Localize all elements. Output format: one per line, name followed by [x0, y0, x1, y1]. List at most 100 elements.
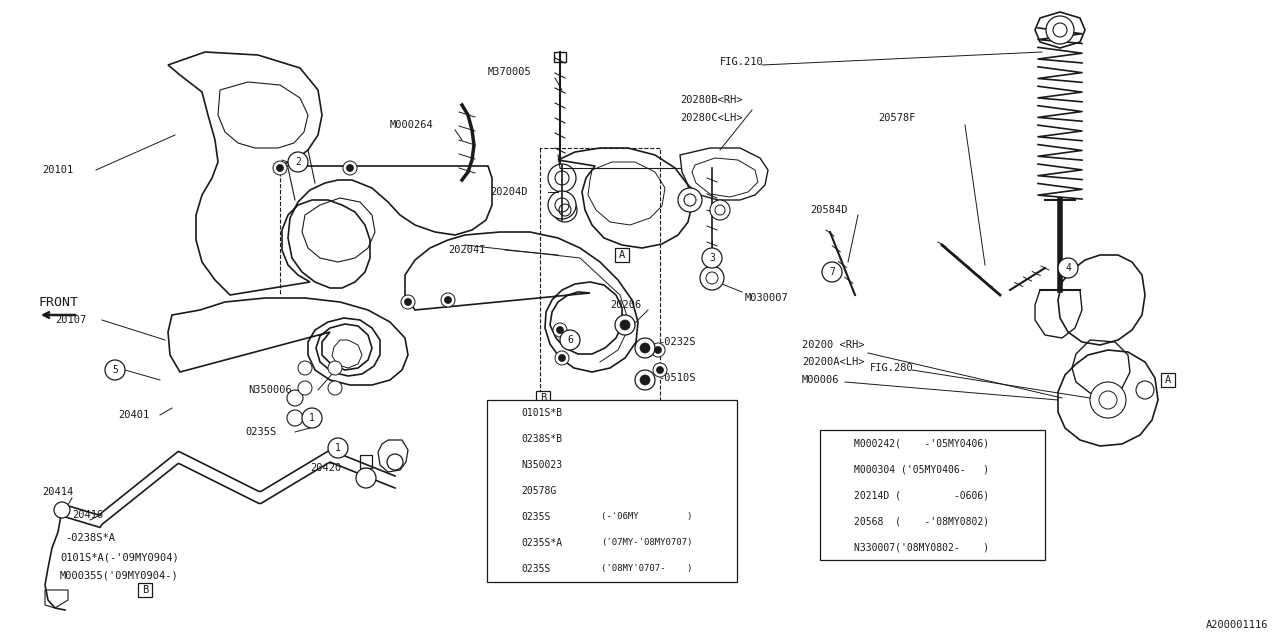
Text: 2: 2: [499, 435, 504, 444]
Circle shape: [826, 434, 844, 452]
Text: 7: 7: [832, 516, 837, 525]
Text: 1: 1: [499, 408, 504, 417]
Text: 20280C<LH>: 20280C<LH>: [680, 113, 742, 123]
Text: M00006: M00006: [803, 375, 840, 385]
Circle shape: [558, 355, 566, 362]
Text: 20204I: 20204I: [448, 245, 485, 255]
Text: 0238S*B: 0238S*B: [521, 434, 562, 444]
Text: -0510S: -0510S: [658, 373, 695, 383]
Text: 6: 6: [567, 335, 573, 345]
Text: 20204D: 20204D: [490, 187, 527, 197]
Circle shape: [298, 361, 312, 375]
Text: A: A: [618, 250, 625, 260]
Text: 0101S*A(-'09MY0904): 0101S*A(-'09MY0904): [60, 553, 179, 563]
Circle shape: [328, 381, 342, 395]
Circle shape: [276, 164, 283, 172]
Text: ('07MY-'08MY0707): ('07MY-'08MY0707): [602, 538, 692, 547]
Circle shape: [493, 456, 511, 474]
Text: M370005: M370005: [488, 67, 531, 77]
Text: 20568  (    -'08MY0802): 20568 ( -'08MY0802): [854, 516, 989, 526]
Circle shape: [298, 381, 312, 395]
Circle shape: [343, 161, 357, 175]
Text: 20584D: 20584D: [810, 205, 847, 215]
Circle shape: [826, 486, 844, 504]
Bar: [614, 248, 628, 262]
Circle shape: [442, 293, 454, 307]
Text: 2: 2: [296, 157, 301, 167]
Circle shape: [657, 367, 663, 374]
Text: N350006: N350006: [248, 385, 292, 395]
Circle shape: [678, 188, 701, 212]
Circle shape: [654, 346, 662, 353]
Circle shape: [553, 198, 577, 222]
Text: 0235S: 0235S: [521, 564, 550, 574]
Text: 20280B<RH>: 20280B<RH>: [680, 95, 742, 105]
Circle shape: [640, 375, 650, 385]
Circle shape: [347, 164, 353, 172]
Circle shape: [273, 161, 287, 175]
Text: 3: 3: [499, 461, 504, 470]
Text: 20401: 20401: [118, 410, 150, 420]
Circle shape: [548, 164, 576, 192]
Circle shape: [54, 502, 70, 518]
Text: 20101: 20101: [42, 165, 73, 175]
Circle shape: [557, 326, 563, 333]
Text: N350023: N350023: [521, 460, 562, 470]
Circle shape: [302, 408, 323, 428]
Circle shape: [493, 534, 511, 552]
Circle shape: [553, 323, 567, 337]
Text: 20416: 20416: [72, 510, 104, 520]
Text: 20214D (         -0606): 20214D ( -0606): [854, 490, 989, 500]
Circle shape: [387, 454, 403, 470]
Bar: [820, 430, 1044, 560]
Text: FRONT: FRONT: [38, 296, 78, 308]
Circle shape: [356, 468, 376, 488]
Circle shape: [826, 512, 844, 530]
Bar: [138, 583, 152, 597]
Circle shape: [1059, 258, 1078, 278]
Circle shape: [1091, 382, 1126, 418]
Circle shape: [493, 482, 511, 500]
Text: 0235S: 0235S: [244, 427, 276, 437]
Text: 4: 4: [499, 486, 504, 495]
Circle shape: [614, 315, 635, 335]
Circle shape: [105, 360, 125, 380]
Bar: [486, 400, 737, 582]
Circle shape: [493, 404, 511, 422]
Text: 4: 4: [1065, 263, 1071, 273]
Text: 20578F: 20578F: [878, 113, 915, 123]
Circle shape: [822, 262, 842, 282]
Text: (-'06MY         ): (-'06MY ): [602, 513, 692, 522]
Circle shape: [700, 266, 724, 290]
Circle shape: [548, 191, 576, 219]
Text: 6: 6: [832, 490, 837, 499]
Text: 1: 1: [308, 413, 315, 423]
Circle shape: [701, 248, 722, 268]
Text: 20206: 20206: [611, 300, 641, 310]
Text: A: A: [1165, 375, 1171, 385]
Text: 20414: 20414: [42, 487, 73, 497]
Text: FIG.280: FIG.280: [870, 363, 914, 373]
Circle shape: [710, 200, 730, 220]
Text: 0235S: 0235S: [521, 512, 550, 522]
Text: 0235S*A: 0235S*A: [521, 538, 562, 548]
Circle shape: [444, 296, 452, 303]
Text: 20200A<LH>: 20200A<LH>: [803, 357, 864, 367]
Circle shape: [288, 152, 308, 172]
Text: 5: 5: [832, 438, 837, 447]
Circle shape: [1046, 16, 1074, 44]
Text: M030007: M030007: [745, 293, 788, 303]
Text: -0238S*A: -0238S*A: [65, 533, 115, 543]
Circle shape: [493, 430, 511, 448]
Circle shape: [404, 298, 411, 305]
Text: 20578G: 20578G: [521, 486, 557, 496]
Text: 20107: 20107: [55, 315, 86, 325]
Circle shape: [620, 320, 630, 330]
Bar: [1161, 373, 1175, 387]
Text: -0232S: -0232S: [658, 337, 695, 347]
Circle shape: [328, 438, 348, 458]
Text: 8: 8: [499, 538, 504, 547]
Text: 20200 <RH>: 20200 <RH>: [803, 340, 864, 350]
Circle shape: [1137, 381, 1155, 399]
Text: A200001116: A200001116: [1206, 620, 1268, 630]
